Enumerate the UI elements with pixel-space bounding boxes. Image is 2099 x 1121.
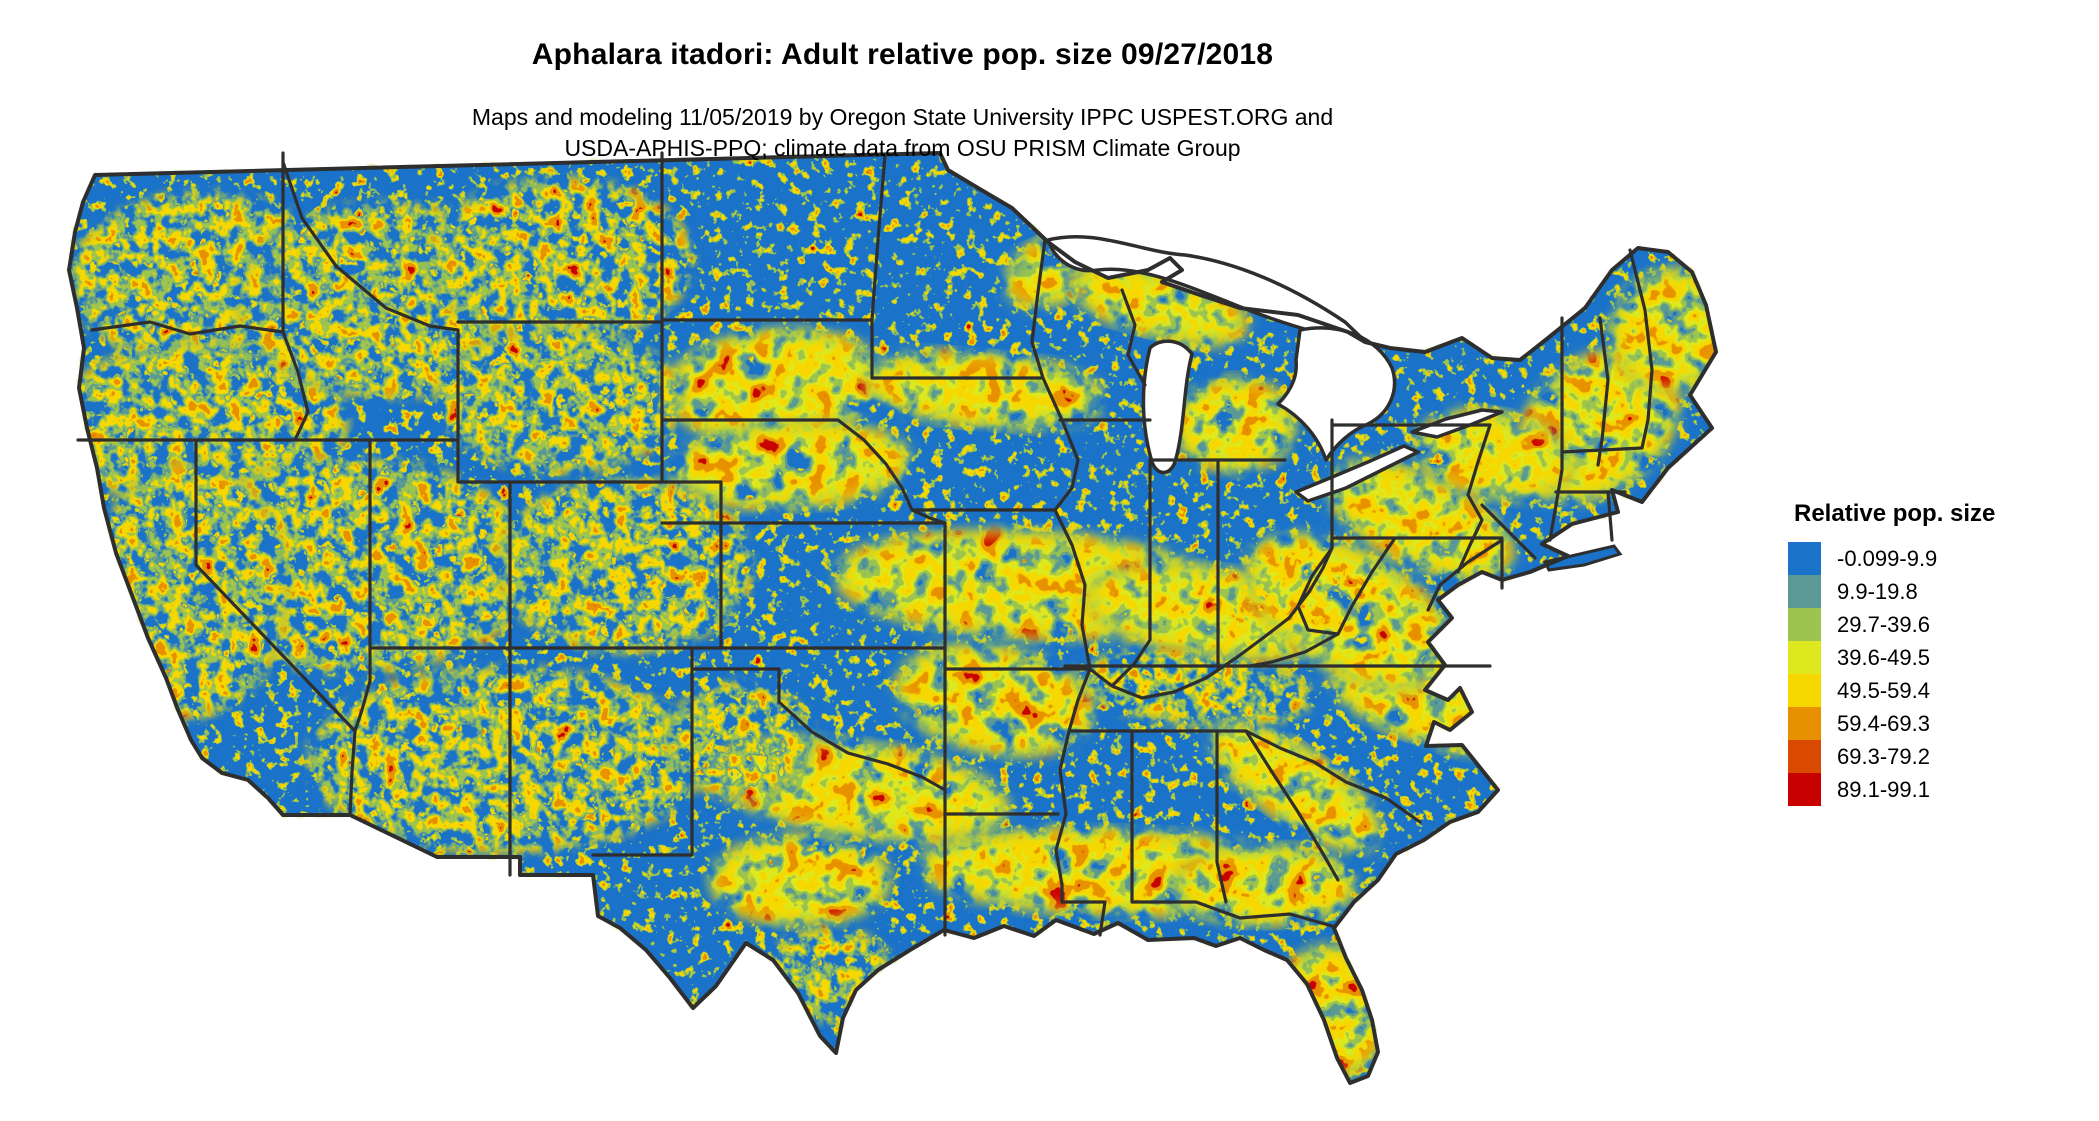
legend-swatch xyxy=(1788,575,1821,608)
great-lake xyxy=(1276,326,1397,462)
map-header: Aphalara itadori: Adult relative pop. si… xyxy=(40,0,1765,164)
map-subtitle: Maps and modeling 11/05/2019 by Oregon S… xyxy=(40,102,1765,164)
subtitle-line-2: USDA-APHIS-PPQ; climate data from OSU PR… xyxy=(564,135,1241,161)
hotspot-arizona-new-mexico xyxy=(310,670,700,850)
map-legend: Relative pop. size -0.099-9.9 9.9-19.8 29.… xyxy=(1788,500,2088,806)
hotspot-california-sierra xyxy=(95,465,285,715)
legend-item: 39.6-49.5 xyxy=(1788,641,2088,674)
state-borders xyxy=(76,151,1654,937)
legend-swatch xyxy=(1788,608,1821,641)
legend-label: 29.7-39.6 xyxy=(1837,611,1930,637)
legend-swatch xyxy=(1788,773,1821,806)
legend-swatch xyxy=(1788,542,1821,575)
long-island xyxy=(1542,544,1623,572)
hotspot-nebraska-sandhills xyxy=(675,426,905,504)
hotspot-kentucky-tennessee xyxy=(1080,651,1310,725)
great-lake xyxy=(1294,444,1420,503)
hotspot-wisconsin-upper-peninsula xyxy=(1077,270,1243,340)
hotspot-ozarks xyxy=(901,649,1089,751)
legend-item: -0.099-9.9 xyxy=(1788,542,2088,575)
subtitle-line-1: Maps and modeling 11/05/2019 by Oregon S… xyxy=(471,104,1334,130)
conus-outline xyxy=(67,151,1718,1085)
legend-label: 89.1-99.1 xyxy=(1837,776,1930,802)
legend-item: 89.1-99.1 xyxy=(1788,773,2088,806)
hotspot-ny-adirondacks xyxy=(1420,415,1570,495)
hotspot-texas-hill-country xyxy=(715,840,885,920)
hotspot-georgia-sc-piedmont xyxy=(1215,724,1375,846)
legend-title: Relative pop. size xyxy=(1794,500,1996,527)
hotspot-colorado xyxy=(500,480,750,650)
hotspot-ohio-valley xyxy=(1190,550,1370,630)
hotspot-texas-panhandle xyxy=(670,685,810,795)
legend-label: -0.099-9.9 xyxy=(1837,545,1938,571)
legend-label: 69.3-79.2 xyxy=(1837,743,1930,769)
hotspot-montana-east xyxy=(430,180,690,340)
legend-swatch xyxy=(1788,740,1821,773)
hotspot-oregon xyxy=(69,345,345,505)
legend-item: 9.9-19.8 xyxy=(1788,575,2088,608)
legend-swatch xyxy=(1788,674,1821,707)
legend-item: 49.5-59.4 xyxy=(1788,674,2088,707)
hotspot-south-georgia xyxy=(1180,850,1350,920)
legend-label: 49.5-59.4 xyxy=(1837,677,1930,703)
legend-label: 9.9-19.8 xyxy=(1837,578,1918,604)
legend-items: -0.099-9.9 9.9-19.8 29.7-39.6 39.6-49.5 49.5… xyxy=(1788,542,2088,806)
hotspot-pennsylvania-ridges xyxy=(1332,465,1508,575)
legend-label: 59.4-69.3 xyxy=(1837,710,1930,736)
legend-swatch xyxy=(1788,707,1821,740)
hotspot-central-south-dakota xyxy=(670,334,880,436)
legend-item: 29.7-39.6 xyxy=(1788,608,2088,641)
legend-swatch xyxy=(1788,641,1821,674)
legend-label: 39.6-49.5 xyxy=(1837,644,1930,670)
legend-item: 59.4-69.3 xyxy=(1788,707,2088,740)
hotspot-michigan-mitten xyxy=(1180,383,1290,467)
page-title: Aphalara itadori: Adult relative pop. si… xyxy=(531,38,1274,71)
hotspot-wyoming xyxy=(440,330,680,470)
legend-item: 69.3-79.2 xyxy=(1788,740,2088,773)
